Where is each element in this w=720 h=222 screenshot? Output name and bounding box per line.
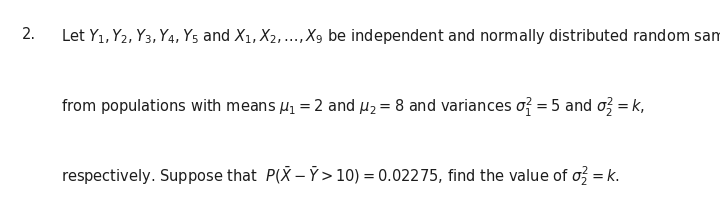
Text: Let $Y_1, Y_2, Y_3, Y_4, Y_5$ and $X_1, X_2, \ldots, X_9$ be independent and nor: Let $Y_1, Y_2, Y_3, Y_4, Y_5$ and $X_1, … — [61, 27, 720, 46]
Text: 2.: 2. — [22, 27, 36, 42]
Text: from populations with means $\mu_1 = 2$ and $\mu_2 = 8$ and variances $\sigma_1^: from populations with means $\mu_1 = 2$ … — [61, 95, 645, 119]
Text: respectively. Suppose that  $P(\bar{X} - \bar{Y} > 10) = 0.02275$, find the valu: respectively. Suppose that $P(\bar{X} - … — [61, 164, 621, 188]
